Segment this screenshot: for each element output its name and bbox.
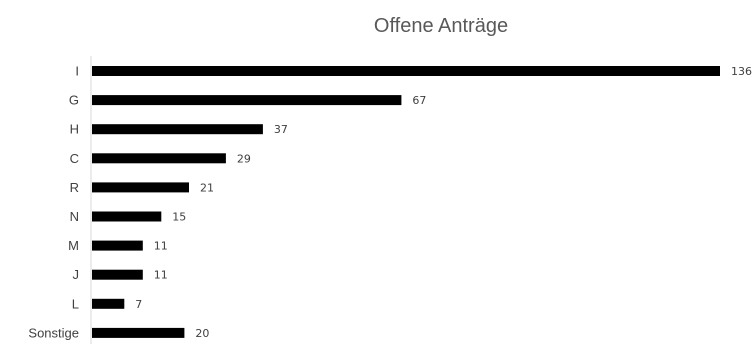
bar-l: [92, 298, 125, 309]
category-label-r: R: [70, 180, 79, 195]
category-label-g: G: [69, 93, 79, 108]
value-label-l: 7: [135, 298, 142, 311]
bar-n: [92, 211, 162, 222]
value-label-j: 11: [154, 269, 168, 282]
category-label-sonstige: Sonstige: [28, 325, 79, 340]
value-label-g: 67: [412, 94, 426, 107]
value-label-r: 21: [200, 181, 214, 194]
bar-j: [92, 269, 143, 280]
value-label-i: 136: [731, 65, 752, 78]
bar-sonstige: [92, 327, 185, 338]
category-label-c: C: [70, 151, 79, 166]
bars-group: I 136 G 67 H 37 C 29 R 21 N 15 M 11 J 11 L 7 Sonstige 20: [28, 64, 752, 341]
category-label-n: N: [70, 209, 79, 224]
category-label-l: L: [72, 296, 79, 311]
value-label-c: 29: [237, 152, 251, 165]
bar-r: [92, 182, 189, 193]
category-label-j: J: [73, 267, 80, 282]
bar-g: [92, 95, 402, 106]
bar-i: [92, 66, 720, 76]
value-label-m: 11: [154, 240, 168, 253]
category-label-i: I: [75, 64, 79, 79]
chart-title: Offene Anträge: [374, 15, 508, 37]
bar-h: [92, 124, 263, 135]
value-label-h: 37: [274, 123, 288, 136]
value-label-sonstige: 20: [195, 327, 209, 340]
bar-c: [92, 153, 226, 164]
value-label-n: 15: [172, 211, 186, 224]
bar-m: [92, 240, 143, 251]
category-label-m: M: [68, 238, 79, 253]
category-label-h: H: [70, 122, 79, 137]
